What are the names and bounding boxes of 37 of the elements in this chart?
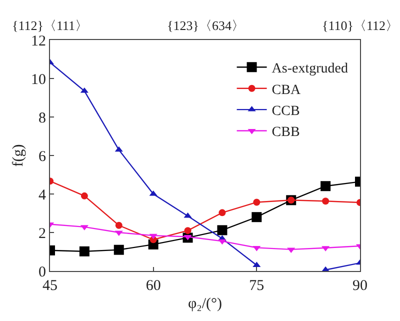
y-tick-label: 2: [38, 226, 46, 242]
y-tick-label: 10: [31, 72, 46, 88]
y-tick-label: 8: [38, 110, 46, 126]
y-tick-label: 4: [38, 187, 46, 204]
point: [115, 222, 122, 229]
point: [253, 198, 260, 206]
point: [217, 225, 228, 236]
legend-label: As-extgruded: [272, 62, 348, 77]
point: [322, 198, 330, 205]
point: [80, 192, 88, 200]
point: [252, 246, 261, 252]
y-axis-title: f(g): [10, 144, 26, 167]
text: {112}〈111〉: [12, 18, 88, 33]
point: [320, 181, 331, 192]
x-tick-label: 45: [42, 278, 58, 294]
point: [114, 244, 124, 255]
point: [149, 234, 158, 240]
point: [218, 239, 226, 245]
x-tick-label: 90: [352, 278, 368, 294]
y-tick-label: 0: [38, 264, 46, 280]
legend-label: CBB: [272, 125, 300, 140]
point: [79, 246, 90, 256]
x-tick-label: 75: [249, 278, 264, 294]
legend-label: CCB: [272, 104, 300, 120]
point: [218, 209, 226, 216]
point: [252, 212, 262, 222]
y-tick-label: 6: [38, 148, 46, 165]
point: [114, 146, 123, 152]
x-axis-title: φ₂/(°): [188, 296, 222, 312]
point: [184, 234, 192, 240]
x-tick-label: 60: [146, 278, 161, 294]
text: {123}〈634〉: [167, 18, 244, 33]
text: {110}〈112〉: [322, 18, 399, 33]
y-tick-label: 12: [31, 33, 46, 50]
point: [184, 212, 192, 218]
point: [184, 227, 192, 234]
legend-label: CBA: [272, 82, 302, 98]
